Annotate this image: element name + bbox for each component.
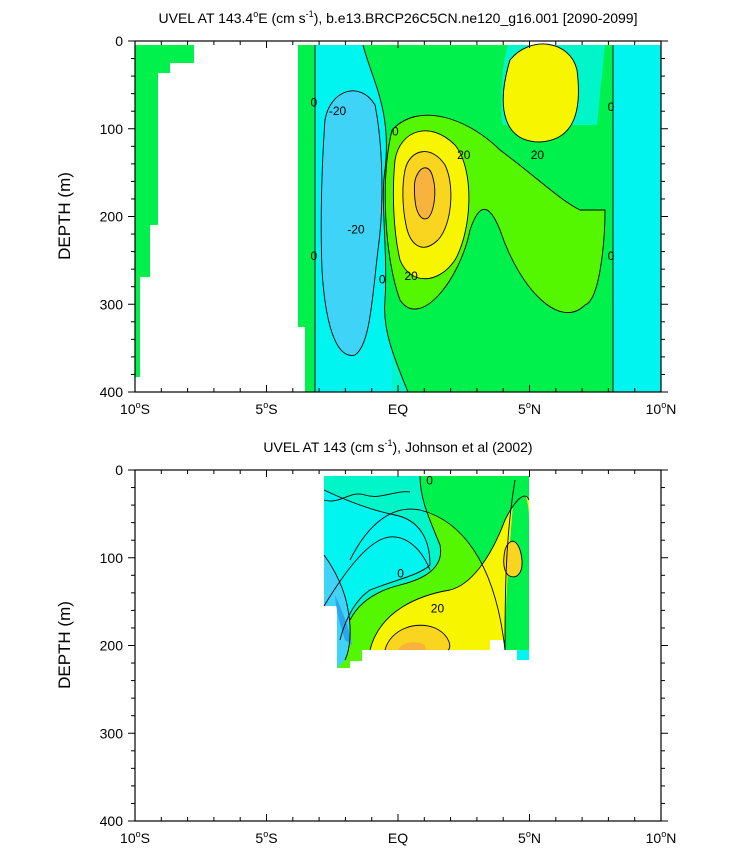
contour-label: 0 — [608, 100, 615, 114]
panel-observations-title: UVEL AT 143 (cm s-1), Johnson et al (200… — [263, 438, 532, 455]
contour-label: 20 — [457, 148, 471, 162]
obs-cyan-field — [324, 490, 430, 668]
contour-label: -20 — [329, 104, 347, 118]
x-tick-label: 10oS — [120, 829, 150, 846]
contour-label: 0 — [397, 567, 404, 581]
model-yellow-surface — [503, 43, 579, 142]
x-tick-label: 10oN — [646, 400, 677, 417]
panel-observations-ylabel: DEPTH (m) — [55, 601, 74, 689]
y-tick-label: 200 — [100, 638, 124, 654]
contour-label: -20 — [347, 223, 365, 237]
panel-model-ylabel: DEPTH (m) — [55, 172, 74, 260]
y-tick-label: 400 — [100, 384, 124, 400]
x-tick-label: 5oS — [255, 829, 277, 846]
x-tick-label: EQ — [388, 401, 408, 417]
panel-model-title: UVEL AT 143.4oE (cm s-1), b.e13.BRCP26C5… — [159, 9, 638, 26]
contour-label: 0 — [608, 249, 615, 263]
model-blue-jet — [321, 90, 382, 356]
y-tick-label: 200 — [100, 209, 124, 225]
contour-label: 20 — [431, 602, 445, 616]
y-tick-label: 300 — [100, 725, 124, 741]
obs-cyan-edge — [517, 650, 529, 660]
obs-orange-core — [398, 642, 426, 650]
contour-label: 0 — [310, 95, 317, 109]
panel-observations: UVEL AT 143 (cm s-1), Johnson et al (200… — [55, 438, 676, 846]
obs-blue-field — [324, 555, 351, 668]
x-tick-label: 5oS — [255, 400, 277, 417]
y-tick-label: 100 — [100, 550, 124, 566]
x-tick-label: EQ — [388, 830, 408, 846]
panel-model: UVEL AT 143.4oE (cm s-1), b.e13.BRCP26C5… — [55, 9, 676, 417]
x-tick-label: 10oS — [120, 400, 150, 417]
panel-observations-contours: 0 0 20 — [323, 474, 530, 668]
panel-model-contours: 0 -20 0 20 20 0 -20 0 0 20 0 — [135, 43, 661, 392]
y-tick-label: 100 — [100, 121, 124, 137]
model-cyan-east — [613, 45, 661, 392]
y-tick-label: 400 — [100, 813, 124, 829]
contour-label: 0 — [379, 273, 386, 287]
contour-label: 0 — [392, 124, 399, 138]
contour-label: 0 — [426, 474, 433, 488]
obs-yellow-band — [370, 496, 529, 660]
x-tick-label: 10oN — [646, 829, 677, 846]
x-tick-label: 5oN — [518, 829, 541, 846]
obs-gold-subsurface — [385, 625, 450, 650]
y-tick-label: 300 — [100, 296, 124, 312]
contour-label: 20 — [531, 148, 545, 162]
model-orange-core — [414, 167, 435, 219]
obs-blue-deep — [335, 595, 352, 645]
obs-gold-east — [503, 541, 523, 577]
contour-label: 20 — [404, 269, 418, 283]
contour-label: 0 — [310, 249, 317, 263]
x-tick-label: 5oN — [518, 400, 541, 417]
y-tick-label: 0 — [115, 33, 123, 49]
y-tick-label: 0 — [115, 462, 123, 478]
